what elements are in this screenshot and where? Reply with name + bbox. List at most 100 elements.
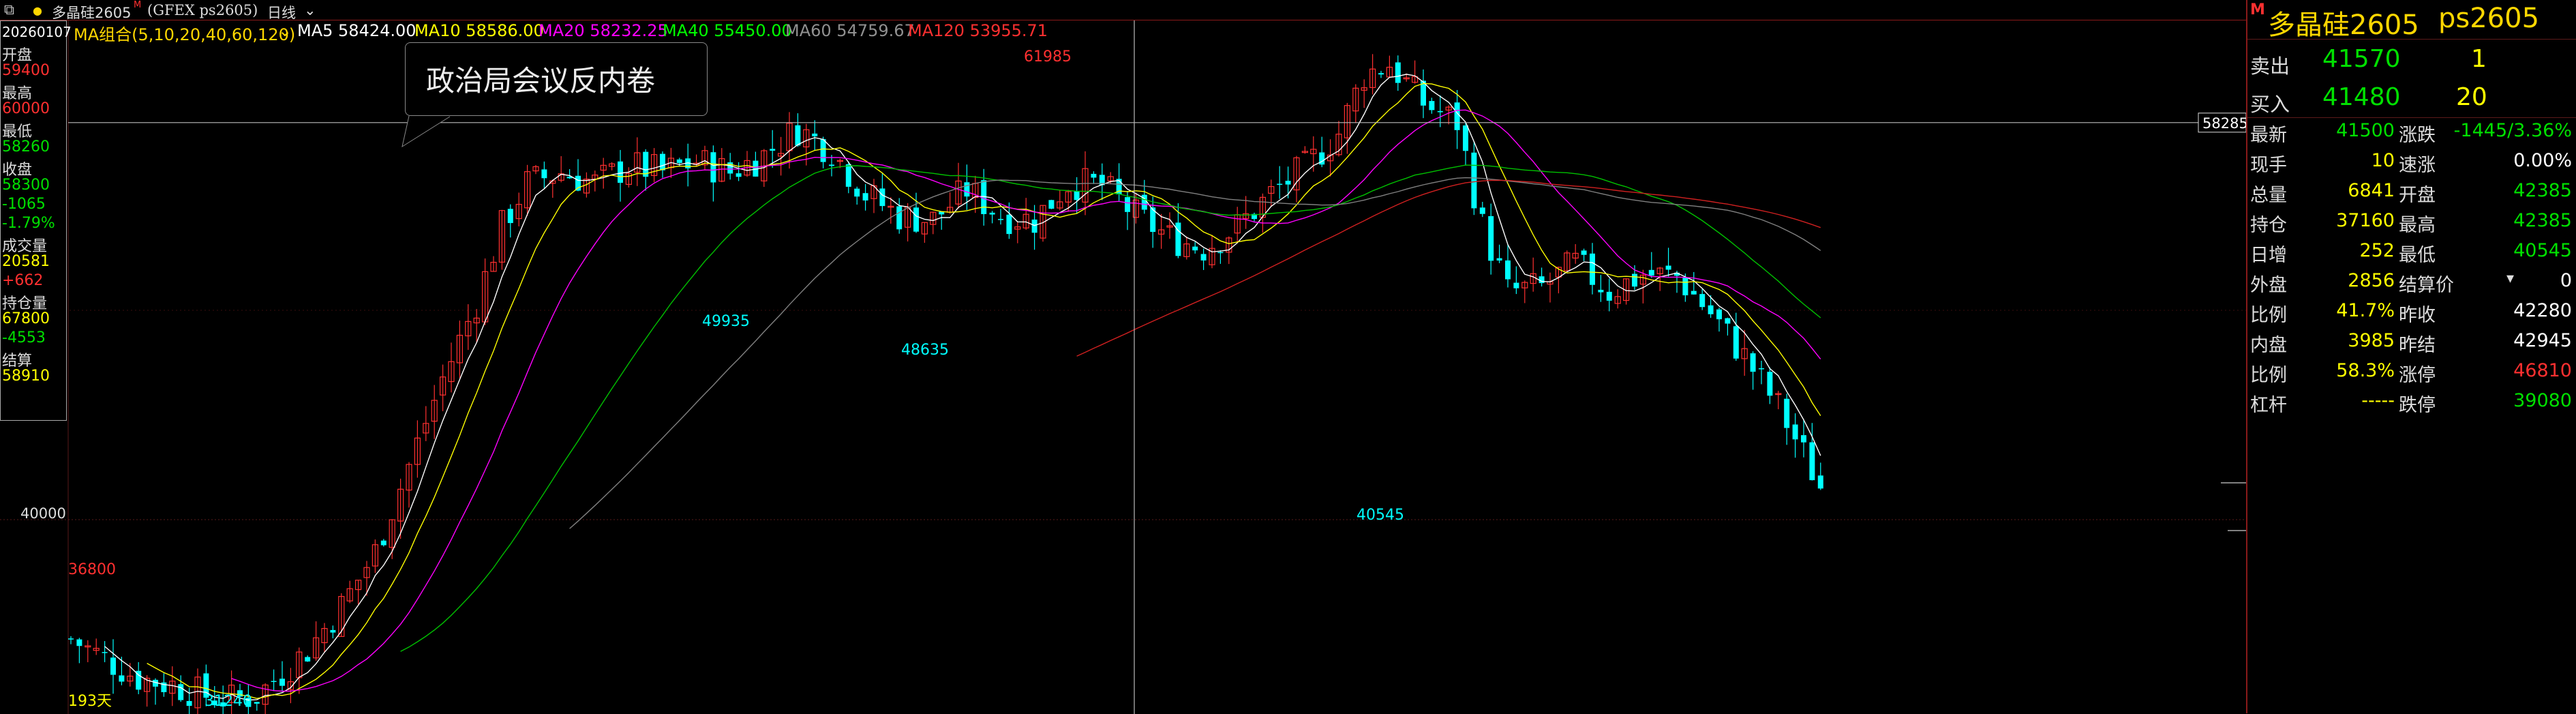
candle-body <box>836 160 844 162</box>
high-label: 36800 <box>68 561 116 578</box>
candle-body <box>1665 265 1671 270</box>
quote-label: 现手 <box>2250 155 2287 176</box>
candle-body <box>1564 252 1571 271</box>
kline-chart[interactable]: 5828559410619854993548635405453680031240… <box>0 20 2246 714</box>
candle-body <box>1656 267 1663 274</box>
chevron-down-icon[interactable]: ▾ <box>2506 270 2515 287</box>
crosshair-price-label: 58285 <box>2202 115 2246 132</box>
low-label: 49935 <box>702 313 750 330</box>
candle-body <box>1048 200 1055 209</box>
candle-body <box>330 629 336 633</box>
candle-body <box>1132 199 1140 218</box>
quote-label: 涨跌 <box>2399 125 2436 146</box>
period-selector[interactable]: 日线 <box>267 5 296 21</box>
bid-label: 买入 <box>2250 93 2290 116</box>
candle-body <box>1539 276 1545 284</box>
candle-body <box>305 657 311 661</box>
ma20-line <box>231 109 1821 692</box>
quote-value: 3985 <box>2348 330 2395 351</box>
quote-value: 39080 <box>2513 390 2572 411</box>
candle-body <box>1141 194 1147 210</box>
candle-body <box>1682 277 1688 296</box>
ask-price[interactable]: 41570 <box>2322 45 2401 73</box>
candle-body <box>119 675 125 682</box>
candle-body <box>1125 197 1130 212</box>
candle-body <box>879 188 885 207</box>
quote-value: 252 <box>2359 240 2395 261</box>
info-vol: 20581 <box>2 253 50 270</box>
candle-body <box>770 149 776 151</box>
chevron-down-icon[interactable]: ⌄ <box>304 2 316 18</box>
candle-body <box>1065 191 1072 203</box>
candle-body <box>921 222 928 235</box>
quote-value: 42945 <box>2513 330 2572 351</box>
ma-combo-label[interactable]: MA组合(5,10,20,40,60,120) <box>74 25 296 44</box>
quote-label: 结算价 <box>2399 275 2454 296</box>
bid-volume: 20 <box>2456 83 2487 111</box>
candle-body <box>1581 250 1587 255</box>
ma60-value: MA60 54759.67 <box>785 21 915 40</box>
candle-body <box>439 376 446 396</box>
quote-label: 杠杆 <box>2250 395 2287 416</box>
chart-canvas[interactable]: 5828559410619854993548635405453680031240… <box>0 20 2246 714</box>
candle-body <box>1463 125 1468 151</box>
quote-label: 昨结 <box>2399 335 2436 356</box>
candle-body <box>194 676 201 709</box>
candle-body <box>1175 222 1181 256</box>
candle-body <box>1741 348 1748 359</box>
candle-body <box>1107 176 1114 181</box>
candle-body <box>473 317 480 324</box>
peak-label: 61985 <box>1024 48 1072 65</box>
candle-body <box>1632 273 1637 287</box>
candle-body <box>1421 80 1426 106</box>
candle-body <box>203 673 209 698</box>
quote-value: 0.00% <box>2513 150 2572 171</box>
candle-body <box>1429 101 1435 110</box>
m-badge: M <box>2250 1 2265 18</box>
info-change: -1065 <box>2 196 46 213</box>
info-change-pct: -1.79% <box>2 215 55 232</box>
candle-body <box>1674 272 1680 276</box>
quote-label: 跌停 <box>2399 395 2436 416</box>
candle-body <box>625 173 633 185</box>
candle-body <box>634 152 641 173</box>
candle-body <box>431 400 438 422</box>
candle-body <box>1648 269 1654 276</box>
candle-body <box>600 164 607 171</box>
candle-body <box>1639 274 1646 285</box>
candle-body <box>406 464 412 491</box>
quote-label: 比例 <box>2250 305 2287 326</box>
candle-body <box>515 204 522 220</box>
candle-body <box>1252 213 1257 220</box>
info-high-label: 最高 <box>2 85 33 102</box>
candle-body <box>1166 225 1173 228</box>
candle-body <box>1082 168 1089 203</box>
chevron-down-icon[interactable]: ⌄ <box>278 21 292 40</box>
candle-body <box>524 171 531 209</box>
info-open: 59400 <box>2 62 50 79</box>
candle-body <box>820 138 826 162</box>
candle-body <box>1344 105 1351 138</box>
candle-body <box>854 188 860 197</box>
candle-body <box>1031 219 1037 233</box>
candle-body <box>1209 248 1215 265</box>
candle-body <box>186 700 192 706</box>
candle-body <box>736 173 742 177</box>
candle-body <box>1606 291 1612 301</box>
quote-label: 外盘 <box>2250 275 2287 296</box>
quote-label: 昨收 <box>2399 305 2436 326</box>
candle-body <box>490 262 497 272</box>
annotation-callout[interactable]: 政治局会议反内卷 <box>405 42 708 116</box>
candle-body <box>989 212 995 215</box>
candle-body <box>1378 73 1384 75</box>
candle-body <box>262 684 269 705</box>
candle-body <box>102 652 108 653</box>
window-icon[interactable]: ⧉ <box>4 1 14 18</box>
candle-body <box>389 519 395 548</box>
candle-body <box>1301 151 1309 153</box>
ask-label: 卖出 <box>2250 55 2290 78</box>
bid-price[interactable]: 41480 <box>2322 83 2401 111</box>
info-close: 58300 <box>2 177 50 194</box>
candle-body <box>1496 258 1502 261</box>
info-oi: 67800 <box>2 310 50 327</box>
